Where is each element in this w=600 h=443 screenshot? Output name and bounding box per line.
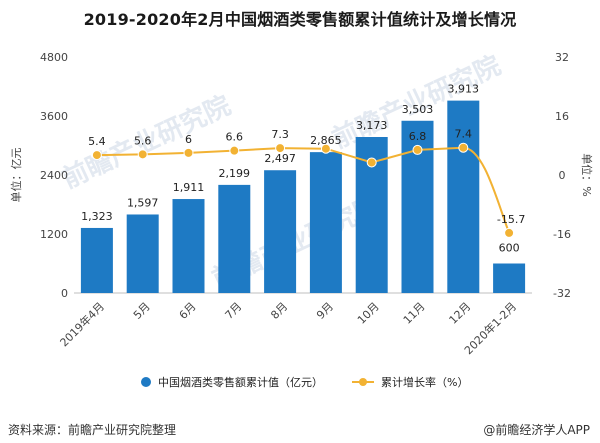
- axes-layer: 0 1200 2400 3600 4800 -32 -16 0 16 32 单位：亿元 单位：% 201…: [9, 51, 594, 357]
- growth-rate-label: 6.6: [226, 131, 244, 144]
- source-note: 资料来源：前瞻产业研究院整理: [8, 423, 177, 437]
- y-left-tick-label: 2400: [40, 169, 68, 182]
- growth-rate-label: 5.6: [134, 134, 152, 147]
- growth-rate-label: 7.3: [271, 128, 289, 141]
- x-tick-label: 5月: [131, 300, 153, 322]
- bar: [218, 184, 251, 293]
- bar-value-label: 2,497: [264, 152, 296, 165]
- bar-value-label: 1,597: [127, 196, 159, 209]
- growth-rate-label: 5.4: [88, 135, 106, 148]
- bar-value-label: 2,199: [219, 167, 251, 180]
- bar: [172, 199, 205, 293]
- y-left-tick-label: 3600: [40, 110, 68, 123]
- x-tick-label: 10月: [355, 300, 382, 327]
- legend-line-marker: [359, 378, 367, 386]
- chart-title: 2019-2020年2月中国烟酒类零售额累计值统计及增长情况: [83, 10, 517, 29]
- y-right-tick-label: 0: [559, 169, 566, 182]
- bar: [264, 170, 297, 293]
- growth-rate-point: [458, 142, 469, 153]
- bar-value-label: 2,865: [310, 134, 342, 147]
- y-right-tick-label: -32: [553, 287, 571, 300]
- bar: [309, 152, 342, 293]
- bar-value-label: 1,911: [173, 181, 205, 194]
- growth-rate-point: [183, 147, 194, 158]
- bar-value-label: 3,503: [402, 103, 434, 116]
- growth-rate-point: [275, 143, 286, 154]
- x-tick-label: 8月: [268, 300, 290, 322]
- bar: [447, 100, 480, 293]
- line-layer: [91, 142, 515, 238]
- bar: [126, 214, 159, 293]
- growth-rate-point: [91, 150, 102, 161]
- bar-value-label: 600: [499, 242, 520, 255]
- x-tick-label: 9月: [314, 300, 336, 322]
- bar-value-label: 3,173: [356, 119, 388, 132]
- legend-line-label: 累计增长率（%）: [381, 375, 468, 389]
- y-left-tick-label: 1200: [40, 228, 68, 241]
- growth-rate-point: [412, 144, 423, 155]
- x-tick-label: 6月: [177, 300, 199, 322]
- growth-rate-label: 7.4: [455, 128, 473, 141]
- labels-layer: 1,323 1,597 1,911 2,199 2,497 2,865 3,173 3,503…: [81, 83, 525, 255]
- y-left-tick-label: 0: [61, 287, 68, 300]
- y-left-tick-label: 4800: [40, 51, 68, 64]
- legend-bar-marker: [141, 377, 151, 387]
- growth-rate-line: [96, 146, 511, 234]
- growth-rate-point: [320, 143, 331, 154]
- brand-note: @前瞻经济学人APP: [483, 423, 590, 437]
- y-right-tick-label: 16: [555, 110, 569, 123]
- y-right-tick-label: 32: [555, 51, 569, 64]
- x-tick-label: 2019年4月: [57, 299, 107, 349]
- y-right-tick-label: -16: [553, 228, 571, 241]
- bar: [80, 227, 113, 293]
- y-right-axis-title: 单位：%: [580, 153, 594, 196]
- growth-rate-label: -15.7: [497, 213, 525, 226]
- growth-rate-label: 6: [185, 133, 192, 146]
- legend-bar-label: 中国烟酒类零售额累计值（亿元）: [158, 375, 323, 389]
- growth-rate-point: [504, 227, 515, 238]
- bar-value-label: 3,913: [448, 83, 480, 96]
- legend: 中国烟酒类零售额累计值（亿元） 累计增长率（%）: [141, 375, 468, 389]
- x-tick-label: 7月: [223, 300, 245, 322]
- growth-rate-point: [229, 145, 240, 156]
- y-left-axis-title: 单位：亿元: [9, 148, 23, 203]
- bar-value-label: 1,323: [81, 210, 113, 223]
- bar: [493, 263, 526, 293]
- x-tick-label: 12月: [447, 300, 474, 327]
- growth-rate-point: [137, 149, 148, 160]
- x-tick-label: 11月: [401, 300, 428, 327]
- growth-rate-label: 6.8: [409, 130, 427, 143]
- growth-rate-point: [366, 157, 377, 168]
